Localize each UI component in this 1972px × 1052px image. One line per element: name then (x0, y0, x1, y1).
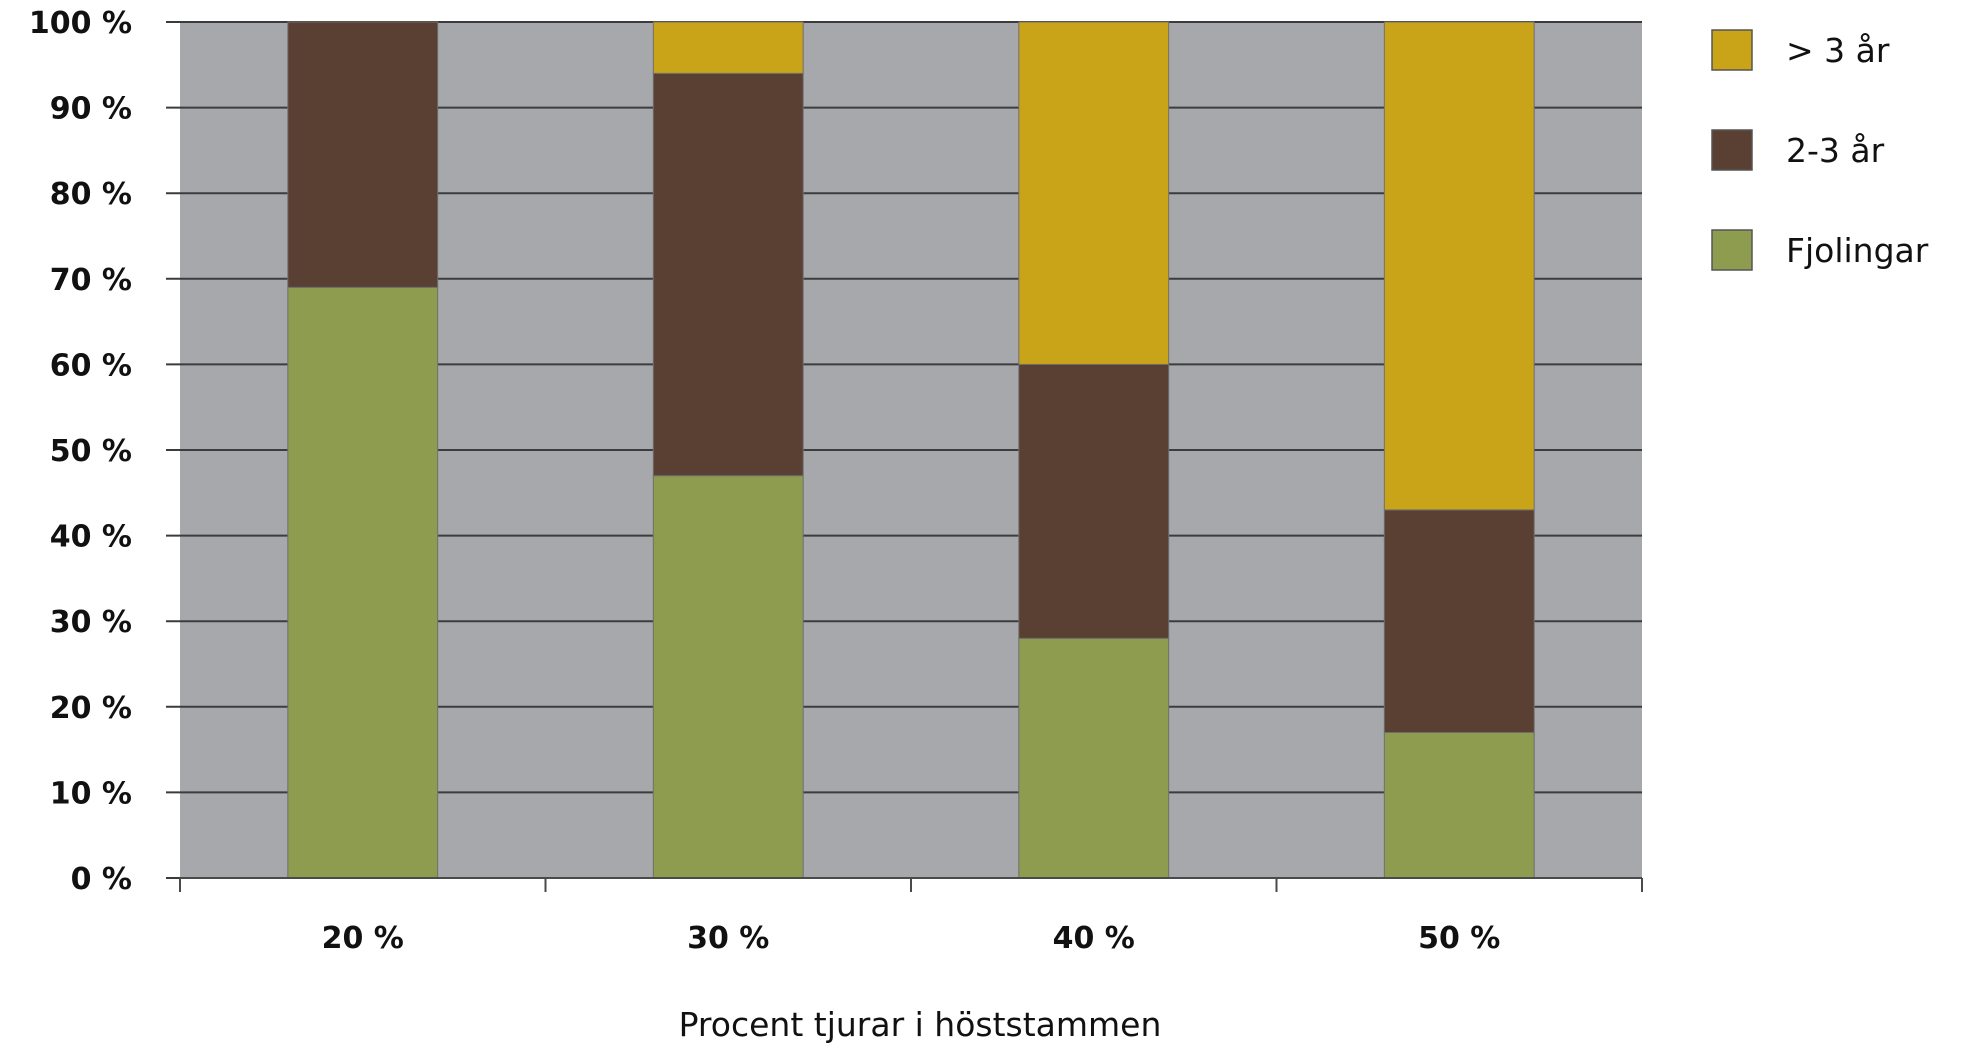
bar-segment (1018, 363, 1170, 639)
y-tick-label: 50 % (50, 434, 132, 469)
legend-swatch (1711, 129, 1753, 171)
y-tick-label: 90 % (50, 92, 132, 127)
legend-label: 2-3 år (1786, 131, 1885, 170)
x-axis-title: Procent tjurar i höststammen (679, 1005, 1162, 1044)
bar-segment (652, 475, 804, 879)
bar-segment (1383, 21, 1535, 511)
x-tick-label: 40 % (1053, 921, 1135, 956)
y-tick-label: 100 % (29, 6, 132, 41)
legend-label: > 3 år (1786, 31, 1890, 70)
y-tick-label: 10 % (50, 776, 132, 811)
bar-segment (1018, 21, 1170, 365)
axes-group: 0 % 10 % 20 % 30 % 40 % 50 % 60 % 70 % 80 % 90 % 1… (29, 6, 1643, 956)
y-tick-label: 0 % (71, 862, 132, 897)
bar-segment (1018, 637, 1170, 879)
y-tick-label: 80 % (50, 177, 132, 212)
legend-label: Fjolingar (1786, 231, 1929, 270)
bar-segment (1383, 509, 1535, 733)
x-tick-label: 50 % (1418, 921, 1500, 956)
bar-segment (652, 72, 804, 477)
y-tick-label: 20 % (50, 691, 132, 726)
bars-group (287, 21, 1535, 879)
y-tick-label: 30 % (50, 605, 132, 640)
y-tick-label: 40 % (50, 520, 132, 555)
bar-segment (287, 21, 439, 288)
bar-segment (1383, 731, 1535, 879)
legend: > 3 år 2-3 år Fjolingar (1711, 29, 1929, 271)
legend-swatch (1711, 29, 1753, 71)
y-tick-label: 70 % (50, 263, 132, 298)
bar-segment (652, 21, 804, 74)
bar-segment (287, 286, 439, 879)
x-tick-label: 20 % (322, 921, 404, 956)
legend-swatch (1711, 229, 1753, 271)
x-tick-label: 30 % (687, 921, 769, 956)
y-tick-label: 60 % (50, 348, 132, 383)
